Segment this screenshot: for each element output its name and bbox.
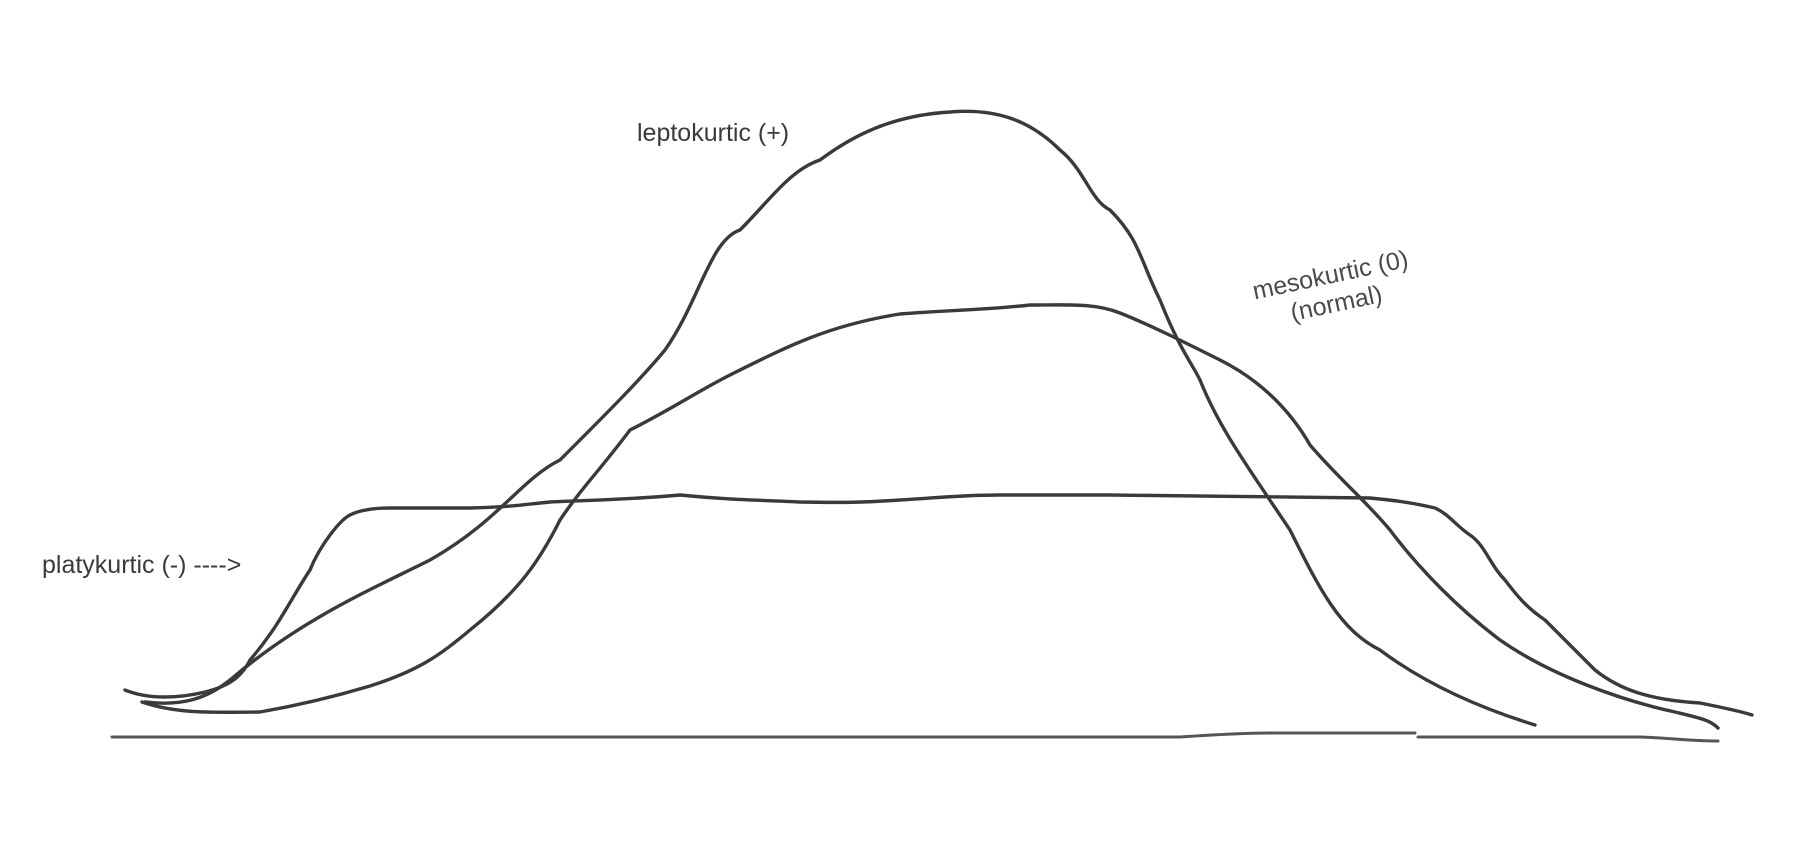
baseline-axis xyxy=(110,731,1720,743)
leptokurtic-curve xyxy=(143,109,1537,727)
platykurtic-curve xyxy=(123,493,1754,717)
mesokurtic-curve xyxy=(140,303,1720,730)
leptokurtic-label: leptokurtic (+) xyxy=(637,119,790,147)
platykurtic-label: platykurtic (-) ----> xyxy=(42,551,242,579)
